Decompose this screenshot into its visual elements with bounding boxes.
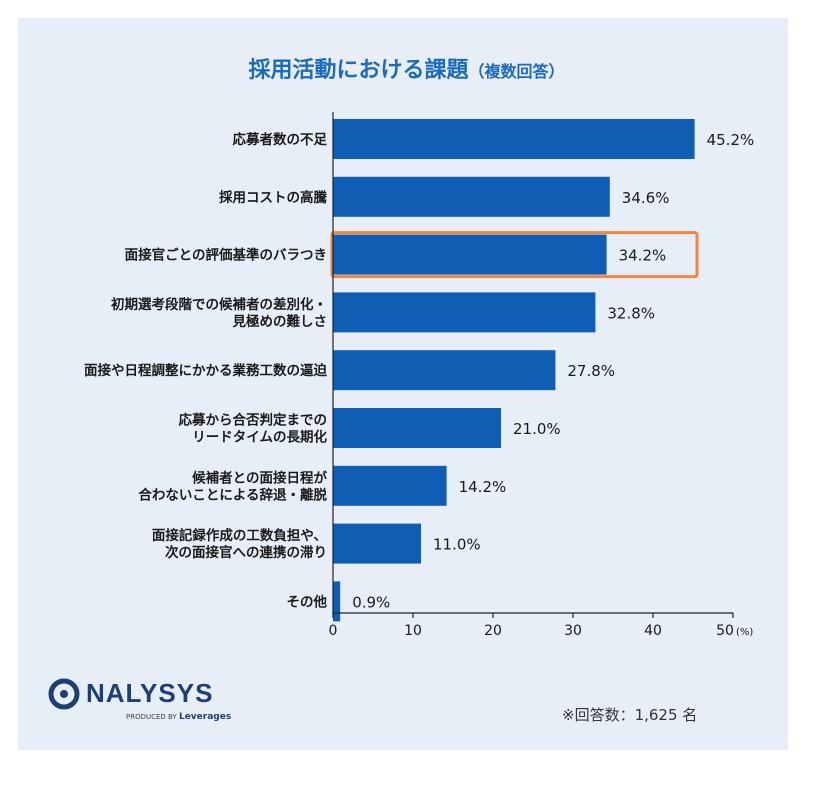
category-label-line: リードタイムの長期化 <box>192 429 327 446</box>
category-label-7: 面接記録作成の工数負担や、次の面接官への連携の滞り <box>152 527 327 561</box>
x-tick-label-3: 30 <box>564 623 582 639</box>
category-label-line: 面接や日程調整にかかる業務工数の逼迫 <box>84 362 327 379</box>
category-label-4: 面接や日程調整にかかる業務工数の逼迫 <box>84 362 327 379</box>
value-label-7: 11.0% <box>433 536 481 554</box>
category-label-6: 候補者との面接日程が合わないことによる辞退・離脱 <box>138 469 327 503</box>
value-label-1: 34.6% <box>622 189 670 207</box>
x-axis-unit: (%) <box>736 627 753 638</box>
bar-2 <box>333 234 607 275</box>
value-label-4: 27.8% <box>567 362 615 380</box>
x-tick-label-5: 50 <box>716 623 734 639</box>
value-label-3: 32.8% <box>607 304 655 322</box>
logo-produced-by: PRODUCED BY Leverages <box>126 712 231 722</box>
value-label-5: 21.0% <box>513 420 561 438</box>
category-label-1: 採用コストの高騰 <box>219 189 327 206</box>
category-label-0: 応募者数の不足 <box>233 131 328 148</box>
respondents-note: ※回答数：1,625 名 <box>562 706 698 724</box>
category-label-line: 面接官ごとの評価基準のバラつき <box>125 247 327 264</box>
category-label-line: 見極めの難しさ <box>232 313 328 330</box>
chart-title: 採用活動における課題（複数回答） <box>0 52 813 84</box>
category-label-5: 応募から合否判定までのリードタイムの長期化 <box>179 412 328 446</box>
category-label-line: 応募者数の不足 <box>233 131 328 148</box>
nalysys-logo-icon <box>48 678 80 710</box>
category-label-line: 採用コストの高騰 <box>219 189 327 206</box>
title-main: 採用活動における課題 <box>248 58 469 83</box>
value-label-8: 0.9% <box>352 593 390 611</box>
title-note: （複数回答） <box>468 62 565 81</box>
x-tick-label-2: 20 <box>484 623 502 639</box>
value-label-6: 14.2% <box>459 478 507 496</box>
category-label-2: 面接官ごとの評価基準のバラつき <box>125 247 327 264</box>
bar-3 <box>333 292 596 333</box>
bar-0 <box>333 119 695 159</box>
category-label-3: 初期選考段階での候補者の差別化・見極めの難しさ <box>111 296 327 330</box>
x-tick-label-4: 40 <box>644 623 662 639</box>
category-label-line: 面接記録作成の工数負担や、 <box>152 527 327 544</box>
bar-1 <box>333 176 610 217</box>
category-label-line: 次の面接官への連携の滞り <box>165 544 327 561</box>
value-label-2: 34.2% <box>619 247 667 265</box>
logo-name: NALYSYS <box>86 678 214 708</box>
category-label-line: 合わないことによる辞退・離脱 <box>138 486 327 503</box>
produced-by-text: PRODUCED BY <box>126 713 177 721</box>
x-tick-label-0: 0 <box>329 623 338 639</box>
x-tick-label-1: 10 <box>404 623 422 639</box>
value-label-0: 45.2% <box>707 131 755 149</box>
category-label-8: その他 <box>287 593 328 610</box>
highlight-box <box>330 231 699 279</box>
bar-4 <box>333 350 556 391</box>
bar-7 <box>333 523 421 564</box>
category-label-line: 応募から合否判定までの <box>179 412 328 429</box>
category-label-line: 初期選考段階での候補者の差別化・ <box>111 296 327 313</box>
bar-8 <box>333 581 341 622</box>
category-label-line: 候補者との面接日程が <box>192 469 327 486</box>
brand-text: Leverages <box>178 712 232 722</box>
category-label-line: その他 <box>287 593 328 610</box>
bar-6 <box>333 465 447 506</box>
bar-5 <box>333 408 501 448</box>
